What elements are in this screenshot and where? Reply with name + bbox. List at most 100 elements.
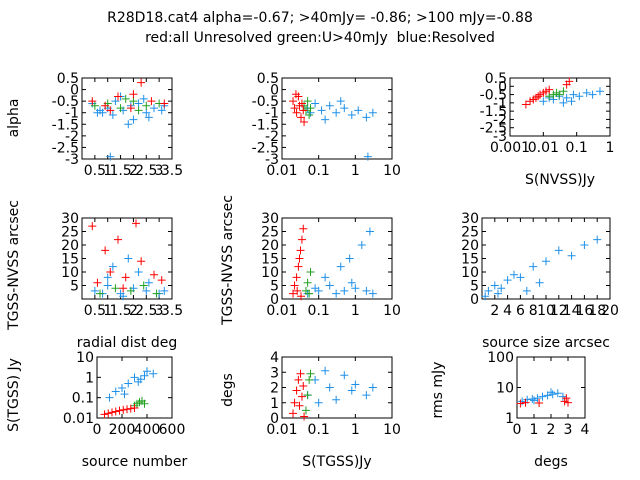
data-point xyxy=(337,263,345,271)
data-point xyxy=(326,102,334,110)
data-point xyxy=(568,97,576,105)
y-tick-label: 0.1 xyxy=(72,391,94,407)
plot-frame xyxy=(82,78,172,159)
x-tick-label: 10 xyxy=(383,422,401,438)
data-point xyxy=(568,252,576,260)
data-point xyxy=(298,236,306,244)
data-point xyxy=(124,120,132,128)
data-point xyxy=(299,225,307,233)
x-tick-label: 1 xyxy=(606,140,615,156)
data-point xyxy=(106,394,114,402)
data-point xyxy=(589,91,597,99)
panel-7: 0 200400600 10 1 0.1 0.01 source number S(TGSS)… xyxy=(6,350,188,470)
plot-frame xyxy=(517,357,585,418)
panel-4: 0.511.522.533.530252015105radial dist de… xyxy=(6,200,183,351)
data-point xyxy=(101,246,109,254)
data-point xyxy=(129,90,137,98)
x-tick-label: 4 xyxy=(581,422,590,438)
x-tick-label: 600 xyxy=(159,422,186,438)
data-point xyxy=(522,101,530,109)
data-point xyxy=(116,407,124,415)
data-point xyxy=(140,95,148,103)
data-point xyxy=(369,109,377,117)
data-point xyxy=(366,228,374,236)
data-point xyxy=(289,97,297,105)
data-point xyxy=(583,89,591,97)
data-point xyxy=(569,91,577,99)
data-point xyxy=(529,263,537,271)
data-point xyxy=(362,113,370,121)
series-green xyxy=(91,95,163,115)
x-tick-label: 6 xyxy=(516,303,525,319)
data-point xyxy=(300,412,308,420)
data-point xyxy=(137,79,145,87)
x-tick-label: 10 xyxy=(383,163,401,179)
data-point xyxy=(294,376,302,384)
series-blue xyxy=(304,228,377,298)
y-tick-label: 1 xyxy=(505,411,514,427)
data-point xyxy=(348,279,356,287)
data-point xyxy=(559,393,567,401)
data-point xyxy=(112,388,120,396)
x-tick-label: 1 xyxy=(530,422,539,438)
data-point xyxy=(534,92,542,100)
data-point xyxy=(596,87,604,95)
x-tick-label: 3 xyxy=(564,422,573,438)
y-tick-label: 0.01 xyxy=(63,411,94,427)
data-point xyxy=(593,236,601,244)
data-point xyxy=(297,370,305,378)
y-tick-label: -3 xyxy=(265,152,279,168)
x-tick-label: 0.1 xyxy=(308,163,330,179)
y-axis-label: rms mJy xyxy=(430,362,446,419)
data-point xyxy=(142,102,150,110)
data-point xyxy=(294,263,302,271)
data-point xyxy=(129,116,137,124)
data-point xyxy=(340,287,348,295)
y-tick-label: 10 xyxy=(496,381,514,397)
data-point xyxy=(122,273,130,281)
x-tick-label: 200 xyxy=(109,422,136,438)
data-point xyxy=(554,389,562,397)
data-point xyxy=(119,406,127,414)
data-point xyxy=(111,284,119,292)
data-point xyxy=(351,284,359,292)
data-point xyxy=(158,276,166,284)
x-axis-label: source number xyxy=(82,454,188,470)
series-red xyxy=(289,225,307,300)
y-axis-label: alpha xyxy=(6,99,22,138)
data-point xyxy=(337,97,345,105)
data-point xyxy=(123,405,131,413)
data-point xyxy=(562,394,570,402)
y-axis-label: TGSS-NVSS arcsec xyxy=(220,195,236,326)
series-red xyxy=(522,77,573,108)
data-point xyxy=(354,106,362,114)
panel-1: 0.511.522.533.50.50-0.5-1-1.5-2-2.5-3alp… xyxy=(6,71,183,179)
panel-3: 0.0010.01 0.1 10.50-0.5-1-1.5-2-2.5-3S(NVS… xyxy=(480,71,615,188)
y-tick-label: 0 xyxy=(470,292,479,308)
panel-grid: 0.511.522.533.50.50-0.5-1-1.5-2-2.5-3alp… xyxy=(6,71,619,470)
data-point xyxy=(295,255,303,263)
data-point xyxy=(321,116,329,124)
y-tick-label: 0 xyxy=(270,292,279,308)
data-point xyxy=(150,271,158,279)
y-tick-label: 100 xyxy=(487,350,514,366)
x-axis-label: S(NVSS)Jy xyxy=(525,172,595,188)
data-point xyxy=(523,287,531,295)
y-tick-label: 2 xyxy=(270,381,279,397)
data-point xyxy=(124,255,132,263)
data-point xyxy=(150,104,158,112)
y-tick-label: 10 xyxy=(76,350,94,366)
data-point xyxy=(114,236,122,244)
data-point xyxy=(340,371,348,379)
title-line-1: R28D18.cat4 alpha=-0.67; >40mJy= -0.86; … xyxy=(107,10,533,26)
x-tick-label: 10 xyxy=(383,303,401,319)
data-point xyxy=(518,397,526,405)
plot-frame xyxy=(282,78,392,159)
data-point xyxy=(315,399,323,407)
series-blue xyxy=(304,97,377,161)
data-point xyxy=(112,407,120,415)
data-point xyxy=(536,279,544,287)
series-blue xyxy=(304,367,377,407)
data-point xyxy=(326,282,334,290)
